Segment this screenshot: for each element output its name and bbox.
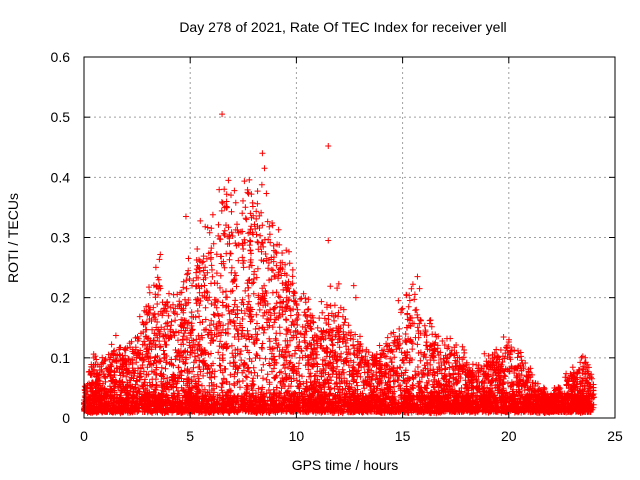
y-tick-label: 0.5 (51, 109, 71, 125)
y-axis-label: ROTI / TECUs (5, 193, 21, 283)
outlier-point (219, 111, 226, 118)
y-tick-label: 0.2 (51, 290, 71, 306)
outlier-point (414, 273, 421, 280)
x-tick-label: 25 (607, 428, 623, 444)
outlier-point (244, 189, 251, 196)
x-tick-label: 20 (501, 428, 517, 444)
outlier-point (225, 177, 232, 184)
x-tick-label: 0 (80, 428, 88, 444)
axes: 0 5 10 15 20 25 0 0.1 0.2 0.3 0.4 0.5 0.6 (51, 49, 623, 444)
y-tick-label: 0 (62, 410, 70, 426)
outlier-point (325, 237, 332, 244)
data-points (81, 111, 597, 417)
outlier-point (416, 285, 423, 292)
chart-title: Day 278 of 2021, Rate Of TEC Index for r… (179, 19, 506, 35)
outlier-point (259, 150, 266, 157)
x-tick-label: 15 (395, 428, 411, 444)
y-tick-label: 0.1 (51, 350, 71, 366)
scatter-markers (81, 176, 597, 417)
grid-lines (84, 57, 615, 418)
y-tick-label: 0.6 (51, 49, 71, 65)
y-tick-label: 0.3 (51, 230, 71, 246)
outlier-point (325, 143, 332, 150)
outlier-point (350, 282, 357, 289)
y-tick-label: 0.4 (51, 169, 71, 185)
x-axis-label: GPS time / hours (292, 457, 399, 473)
x-tick-label: 5 (186, 428, 194, 444)
x-tick-label: 10 (289, 428, 305, 444)
outlier-point (182, 213, 189, 220)
outlier-point (261, 165, 268, 172)
outlier-point (352, 294, 359, 301)
outlier-point (395, 297, 402, 304)
